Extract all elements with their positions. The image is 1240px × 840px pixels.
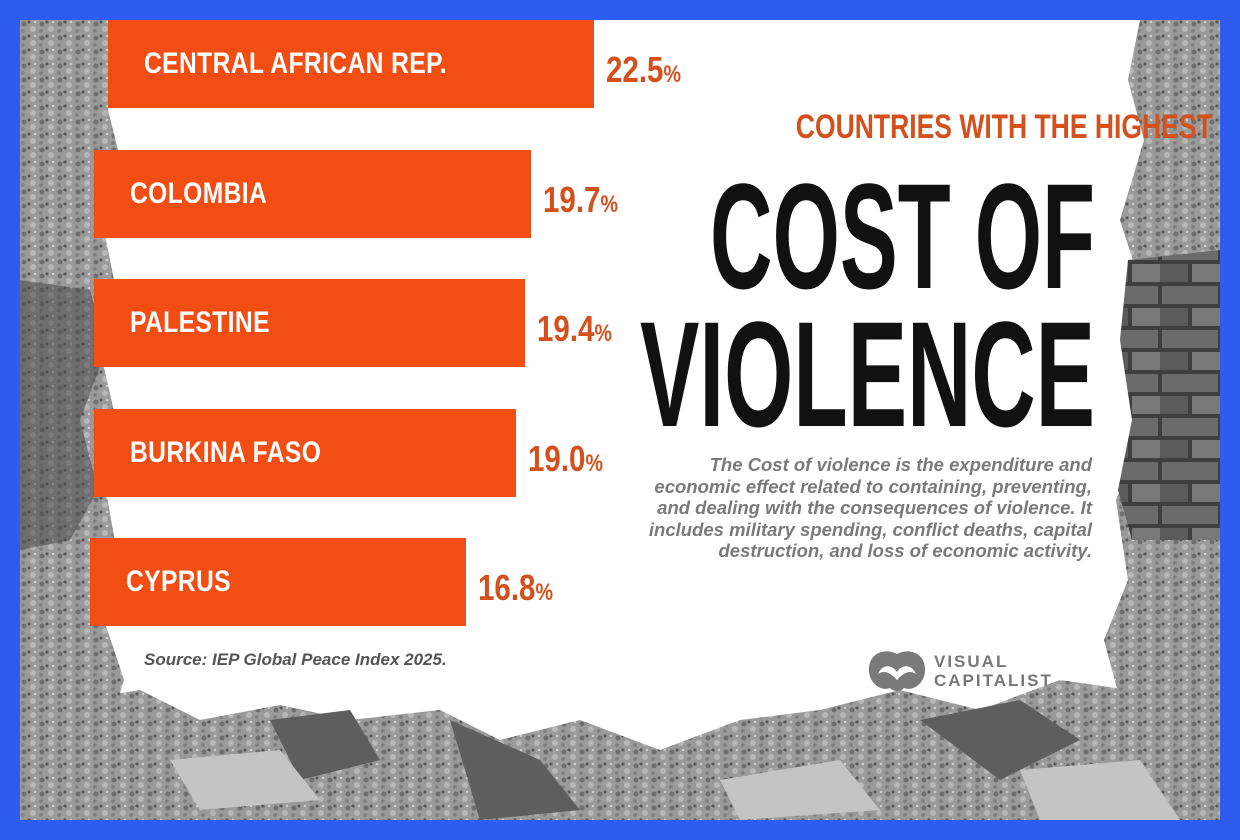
bar-label: PALESTINE [130,306,270,339]
bar-label: COLOMBIA [130,176,268,210]
bar-value-label: 19.0% [528,415,603,503]
rubble-debris [270,700,1080,820]
bar-value-label: 22.5% [606,26,681,114]
bar-value-label: 19.4% [537,285,612,373]
right-bricks [1118,250,1220,540]
bar-palestine [94,279,525,367]
bar-colombia [94,149,532,238]
logo-line-2: CAPITALIST [934,671,1053,690]
logo-wordmark: VISUAL CAPITALIST [934,652,1053,690]
value-number: 22.5 [606,49,664,90]
left-wall-shadow [20,280,106,550]
percent-sign: % [594,320,612,347]
title-line-2: VIOLENCE [640,290,1095,448]
bar-burkina-faso [94,408,516,497]
value-number: 19.7 [543,178,601,220]
value-number: 19.0 [527,437,586,479]
bar-label: CENTRAL AFRICAN REP. [144,47,447,80]
bottom-rubble [20,670,1220,820]
percent-sign: % [663,61,681,88]
infographic-frame: CENTRAL AFRICAN REP. COLOMBIA PALESTINE … [20,20,1220,820]
chart-description: The Cost of violence is the expenditure … [648,454,1092,561]
title-line-1: COST OF [710,158,1095,320]
bar-cyprus [90,538,467,626]
logo-line-1: VISUAL [934,652,1009,671]
bar-value-label: 16.8% [478,544,553,632]
bar-value-label: 19.7% [543,156,618,244]
rubble-light [170,750,1180,820]
chart-subtitle: COUNTRIES WITH THE HIGHEST [795,108,1213,146]
percent-sign: % [535,579,554,606]
percent-sign: % [600,190,619,218]
source-note: Source: IEP Global Peace Index 2025. [144,650,447,669]
chart-title: COST OF VIOLENCE [640,158,1095,448]
percent-sign: % [585,449,603,477]
value-number: 19.4 [536,308,595,349]
logo-mark-icon [868,651,926,691]
bar-label: CYPRUS [126,565,231,598]
bar-label: BURKINA FASO [130,435,322,469]
bar-central-african-rep [108,20,594,108]
value-number: 16.8 [478,567,536,608]
